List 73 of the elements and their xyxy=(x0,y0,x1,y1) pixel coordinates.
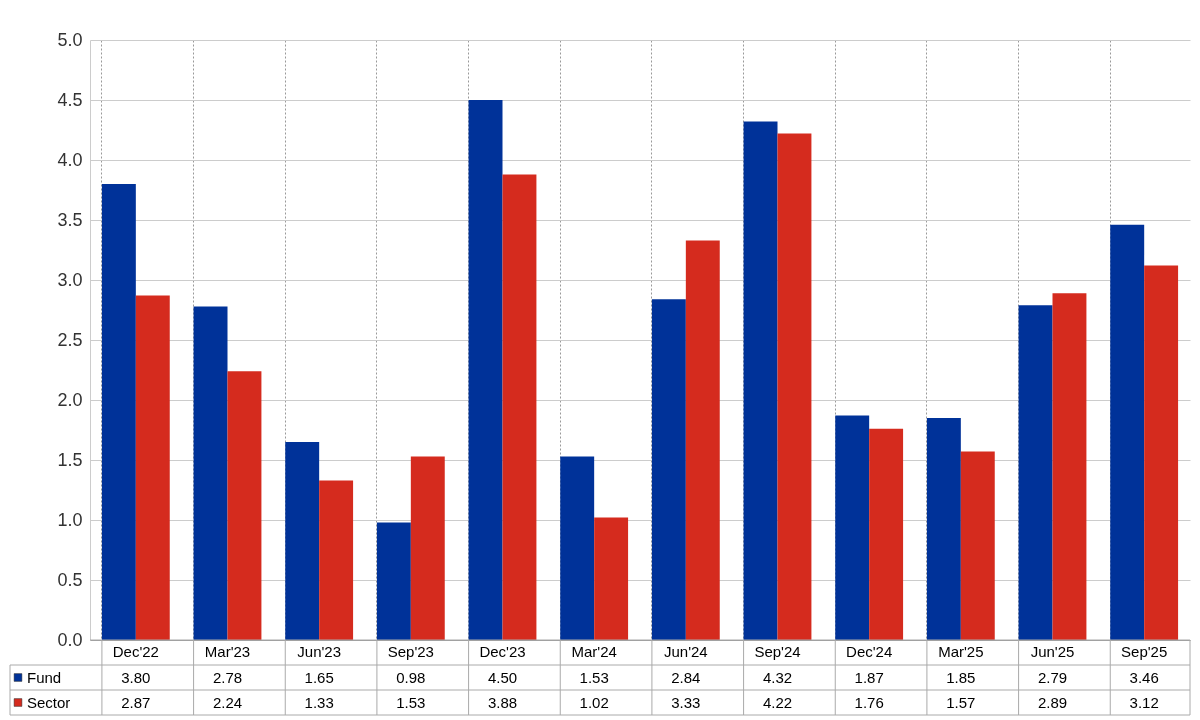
data-label: 2.89 xyxy=(1037,693,1068,711)
x-tick-label: Jun'24 xyxy=(663,642,708,660)
bar xyxy=(502,174,537,640)
data-label: 2.87 xyxy=(121,693,151,711)
bar xyxy=(869,428,904,640)
data-label: 2.79 xyxy=(1037,668,1068,686)
y-tick-label: 0.0 xyxy=(57,629,83,650)
x-tick-label: Sep'23 xyxy=(387,642,434,660)
data-label: 1.57 xyxy=(946,693,976,711)
data-label: 4.50 xyxy=(487,668,518,686)
x-tick-label: Mar'23 xyxy=(204,642,251,660)
data-label: 1.53 xyxy=(396,693,426,711)
bar xyxy=(835,415,870,640)
bar xyxy=(285,442,320,640)
y-tick-label: 1.0 xyxy=(57,509,83,530)
y-tick-label: 3.5 xyxy=(57,209,83,230)
bar xyxy=(468,100,503,640)
bar xyxy=(1052,293,1087,640)
bar xyxy=(135,295,170,640)
y-tick-label: 5.0 xyxy=(57,29,83,50)
bar xyxy=(1144,265,1179,640)
y-tick-label: 1.5 xyxy=(57,449,83,470)
legend-label: Sector xyxy=(27,693,71,711)
bar xyxy=(319,480,354,640)
legend-label: Fund xyxy=(27,668,62,686)
y-tick-label: 4.0 xyxy=(57,149,83,170)
bar xyxy=(560,456,595,640)
y-tick-label: 2.5 xyxy=(57,329,83,350)
data-label: 1.87 xyxy=(854,668,884,686)
bar xyxy=(410,456,445,640)
data-label: 3.46 xyxy=(1129,668,1159,686)
x-tick-label: Sep'25 xyxy=(1121,642,1168,660)
bar xyxy=(594,517,629,640)
x-tick-label: Jun'25 xyxy=(1030,642,1075,660)
data-label: 1.02 xyxy=(579,693,609,711)
bar xyxy=(101,184,136,640)
y-tick-label: 3.0 xyxy=(57,269,83,290)
y-tick-label: 4.5 xyxy=(57,89,83,110)
y-tick-label: 2.0 xyxy=(57,389,83,410)
data-label: 4.32 xyxy=(762,668,793,686)
x-tick-label: Jun'23 xyxy=(297,642,342,660)
data-label: 3.33 xyxy=(671,693,701,711)
data-label: 3.80 xyxy=(121,668,151,686)
data-label: 1.76 xyxy=(854,693,884,711)
bar xyxy=(227,371,262,640)
data-label: 0.98 xyxy=(396,668,426,686)
x-tick-label: Mar'25 xyxy=(938,642,984,660)
x-tick-label: Mar'24 xyxy=(571,642,617,660)
bar xyxy=(651,299,686,640)
x-tick-label: Dec'22 xyxy=(112,642,159,660)
data-label: 1.53 xyxy=(579,668,609,686)
data-label: 3.88 xyxy=(487,693,518,711)
bar xyxy=(1110,224,1145,640)
x-tick-label: Dec'24 xyxy=(846,642,893,660)
data-label: 2.78 xyxy=(212,668,243,686)
bar xyxy=(1018,305,1053,640)
bar xyxy=(926,418,961,640)
data-label: 1.85 xyxy=(946,668,976,686)
bar xyxy=(193,306,228,640)
x-tick-label: Sep'24 xyxy=(754,642,801,660)
data-label: 2.24 xyxy=(212,693,243,711)
bar xyxy=(743,121,778,640)
bar xyxy=(685,240,720,640)
bar xyxy=(777,133,812,640)
x-tick-label: Dec'23 xyxy=(479,642,526,660)
data-label: 3.12 xyxy=(1129,693,1159,711)
data-label: 4.22 xyxy=(762,693,793,711)
data-label: 1.33 xyxy=(304,693,334,711)
bar xyxy=(376,522,411,640)
data-label: 1.65 xyxy=(304,668,334,686)
y-tick-label: 0.5 xyxy=(57,569,83,590)
data-label: 2.84 xyxy=(671,668,701,686)
bar xyxy=(960,451,995,640)
